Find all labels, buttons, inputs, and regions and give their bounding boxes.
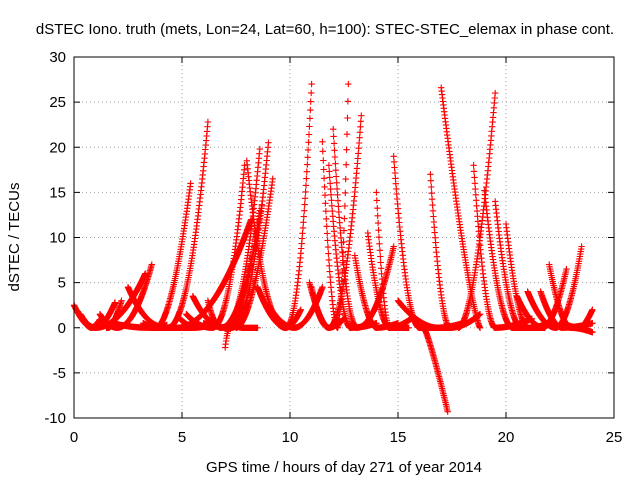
satellite-pass-17: [232, 175, 276, 331]
pass-markers: [330, 126, 397, 331]
x-tick-label: 15: [390, 429, 407, 446]
satellite-pass-43: [559, 306, 596, 331]
y-tick-label: 0: [58, 320, 66, 337]
satellite-pass-31: [420, 324, 451, 415]
y-tick-label: 20: [49, 139, 66, 156]
satellite-pass-25: [330, 126, 397, 331]
x-tick-label: 0: [70, 429, 78, 446]
x-tick-label: 25: [606, 429, 623, 446]
x-tick-label: 5: [178, 429, 186, 446]
x-axis-label: GPS time / hours of day 271 of year 2014: [206, 459, 482, 476]
pass-markers: [243, 80, 315, 331]
y-axis-label: dSTEC / TECUs: [6, 183, 23, 292]
pass-markers: [420, 324, 451, 415]
pass-markers: [455, 89, 499, 331]
data-points: [70, 80, 596, 415]
pass-markers: [308, 112, 365, 331]
y-tick-label: -10: [44, 410, 66, 427]
satellite-pass-18: [243, 80, 315, 331]
pass-markers: [373, 189, 412, 331]
y-tick-label: 25: [49, 94, 66, 111]
x-tick-label: 10: [282, 429, 299, 446]
y-tick-label: 5: [58, 275, 66, 292]
pass-markers: [559, 306, 596, 331]
axis-ticks: 0 5 10 15 20 25 -10 -5 0 5 10 15 20 25 30: [44, 49, 622, 446]
x-tick-label: 20: [498, 429, 515, 446]
satellite-pass-28: [373, 189, 412, 331]
satellite-pass-8: [152, 180, 194, 331]
satellite-pass-34: [455, 89, 499, 331]
y-tick-label: 15: [49, 184, 66, 201]
y-tick-label: -5: [53, 365, 66, 382]
chart-title: dSTEC Iono. truth (mets, Lon=24, Lat=60,…: [36, 21, 614, 38]
pass-markers: [232, 175, 276, 331]
y-tick-label: 30: [49, 49, 66, 66]
pass-markers: [152, 180, 194, 331]
satellite-pass-22: [308, 112, 365, 331]
y-tick-label: 10: [49, 230, 66, 247]
